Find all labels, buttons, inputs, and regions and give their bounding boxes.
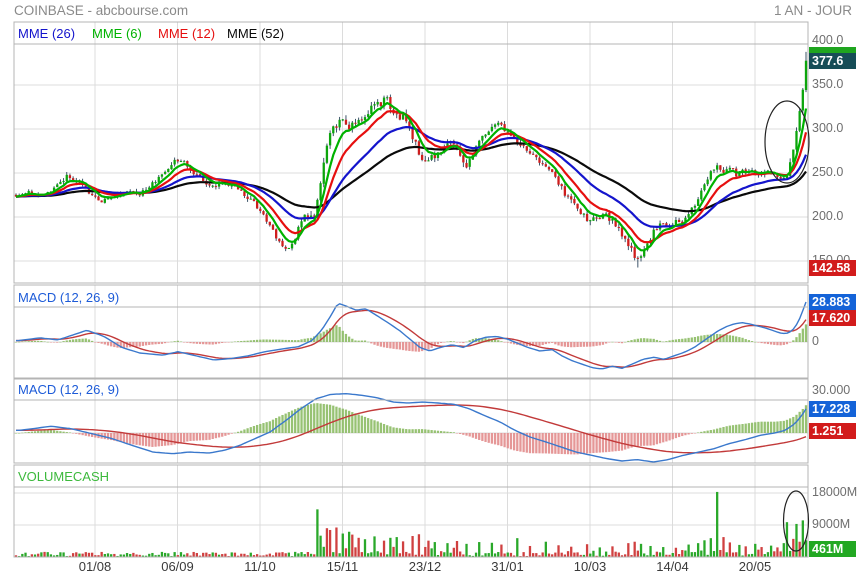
page-title: COINBASE - abcbourse.com (14, 3, 189, 18)
annotation-ellipse-2 (782, 490, 810, 552)
annotation-ellipse-1 (764, 100, 810, 184)
macd2-panel-title: MACD (12, 26, 9) (18, 382, 120, 397)
macd1-panel-title: MACD (12, 26, 9) (18, 290, 120, 305)
legend-item-mme-26: MME (26) (18, 26, 76, 41)
legend-item-mme-6: MME (6) (92, 26, 142, 41)
legend-item-mme-12: MME (12) (158, 26, 216, 41)
volume-panel-title: VOLUMECASH (18, 469, 110, 484)
legend-item-mme-52: MME (52) (227, 26, 285, 41)
timeframe-label: 1 AN - JOUR (773, 3, 852, 18)
